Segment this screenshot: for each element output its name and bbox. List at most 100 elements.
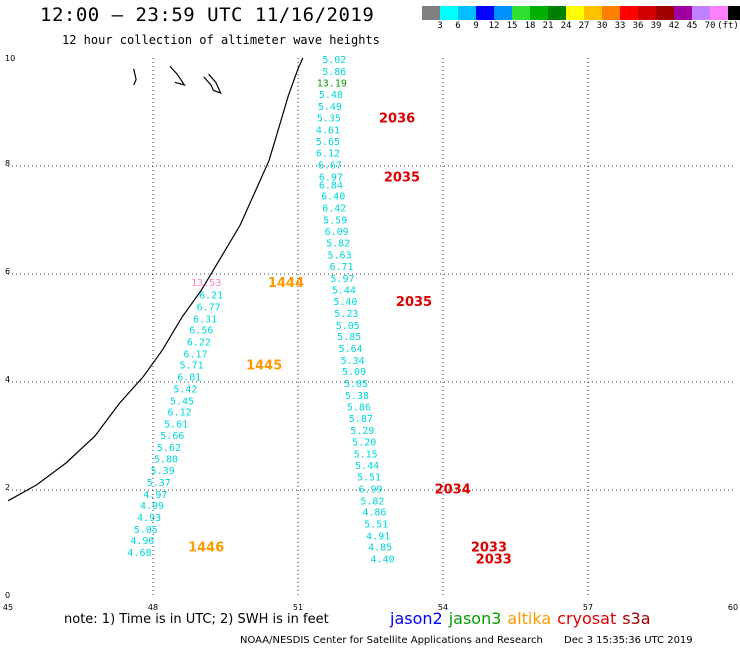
legend-swatch	[422, 6, 440, 20]
legend-label: 15	[506, 21, 518, 31]
legend-label: 9	[473, 21, 479, 31]
y-tick-label: 8	[5, 159, 10, 168]
legend-label: 18	[524, 21, 536, 31]
legend-swatch	[530, 6, 548, 20]
wave-height-value: 5.65	[316, 137, 340, 148]
pass-time-label: 2034	[435, 482, 471, 497]
wave-height-value: 5.40	[333, 297, 357, 308]
legend-swatch	[620, 6, 638, 20]
wave-height-value: 13.53	[191, 278, 221, 289]
coastline	[7, 57, 304, 502]
satellite-name: s3a	[622, 609, 651, 628]
x-tick-label: 54	[438, 603, 448, 612]
wave-height-value: 6.09	[325, 227, 349, 238]
legend-swatch	[728, 6, 740, 20]
legend-label: 70	[704, 21, 716, 31]
wave-height-value: 6.97	[319, 172, 343, 183]
legend-label: 6	[455, 21, 461, 31]
island-outline	[169, 65, 186, 87]
pass-time-label: 2036	[379, 111, 415, 126]
legend-swatch	[476, 6, 494, 20]
wave-height-value: 5.34	[341, 356, 365, 367]
wave-height-value: 4.96	[130, 536, 154, 547]
wave-height-value: 4.61	[316, 125, 340, 136]
y-tick-label: 10	[5, 54, 15, 63]
wave-height-value: 5.38	[345, 391, 369, 402]
credit-line: NOAA/NESDIS Center for Satellite Applica…	[240, 635, 693, 646]
wave-height-value: 5.86	[347, 402, 371, 413]
wave-height-value: 5.20	[352, 437, 376, 448]
legend-label: 33	[614, 21, 626, 31]
wave-height-value: 4.40	[371, 555, 395, 566]
legend-label: 21	[542, 21, 554, 31]
legend-swatch	[548, 6, 566, 20]
legend-swatch	[710, 6, 728, 20]
legend-label: 3	[437, 21, 443, 31]
legend-label: 30	[596, 21, 608, 31]
wave-height-value: 5.62	[157, 443, 181, 454]
wave-height-value: 4.91	[366, 531, 390, 542]
legend-label: 24	[560, 21, 572, 31]
wave-height-value: 6.31	[193, 314, 217, 325]
wave-height-value: 6.99	[358, 484, 382, 495]
legend-swatch	[458, 6, 476, 20]
pass-time-label: 1445	[246, 359, 282, 374]
legend-label: 36	[632, 21, 644, 31]
footnote: note: 1) Time is in UTC; 2) SWH is in fe…	[64, 612, 329, 627]
wave-height-value: 6.56	[189, 326, 213, 337]
wave-height-value: 5.23	[334, 309, 358, 320]
legend-swatch	[584, 6, 602, 20]
wave-height-value: 13.19	[317, 78, 347, 89]
legend-label: 42	[668, 21, 680, 31]
wave-height-value: 5.37	[147, 478, 171, 489]
wave-height-value: 5.97	[330, 274, 354, 285]
pass-time-label: 2035	[396, 295, 432, 310]
wave-height-value: 6.17	[183, 349, 207, 360]
island-outline	[203, 73, 222, 95]
pass-time-label: 2035	[384, 170, 420, 185]
legend-label: 27	[578, 21, 590, 31]
wave-height-value: 4.68	[127, 548, 151, 559]
wave-height-value: 5.44	[332, 286, 356, 297]
wave-height-value: 5.35	[317, 113, 341, 124]
pass-time-label: 1446	[188, 541, 224, 556]
wave-height-value: 5.05	[336, 321, 360, 332]
wave-height-value: 5.45	[170, 396, 194, 407]
wave-height-value: 5.66	[160, 431, 184, 442]
wave-height-value: 5.48	[319, 90, 343, 101]
color-legend-labels: 3 6 9 12 15 18 21 24 27 30 33 36 39 42 45 70 (ft)	[422, 21, 740, 35]
x-tick-label: 45	[3, 603, 13, 612]
y-tick-label: 2	[5, 483, 10, 492]
y-tick-label: 0	[5, 591, 10, 600]
pass-time-label: 2033	[476, 553, 512, 568]
wave-height-value: 5.82	[326, 239, 350, 250]
legend-label: 39	[650, 21, 662, 31]
wave-height-value: 5.05	[344, 379, 368, 390]
wave-height-value: 5.64	[339, 344, 363, 355]
wave-height-value: 4.86	[362, 508, 386, 519]
x-tick-label: 60	[728, 603, 738, 612]
legend-label: 12	[488, 21, 500, 31]
y-tick-label: 6	[5, 267, 10, 276]
satellite-name: jason2	[390, 609, 443, 628]
legend-swatch	[674, 6, 692, 20]
wave-height-value: 5.44	[355, 461, 379, 472]
wave-height-value: 5.59	[323, 215, 347, 226]
legend-swatch	[494, 6, 512, 20]
credit-text: NOAA/NESDIS Center for Satellite Applica…	[240, 635, 543, 646]
wave-height-value: 5.39	[151, 466, 175, 477]
wave-height-value: 5.86	[322, 67, 346, 78]
wave-height-value: 5.09	[342, 367, 366, 378]
wave-height-value: 6.01	[177, 373, 201, 384]
legend-swatch	[566, 6, 584, 20]
wave-height-value: 5.63	[328, 251, 352, 262]
wave-height-value: 5.71	[180, 361, 204, 372]
legend-swatch	[440, 6, 458, 20]
y-tick-label: 4	[5, 375, 10, 384]
wave-height-value: 6.12	[168, 408, 192, 419]
wave-height-value: 5.05	[134, 525, 158, 536]
wave-height-value: 5.87	[349, 414, 373, 425]
page-title: 12:00 – 23:59 UTC 11/16/2019	[40, 4, 375, 26]
wave-height-value: 5.15	[354, 449, 378, 460]
